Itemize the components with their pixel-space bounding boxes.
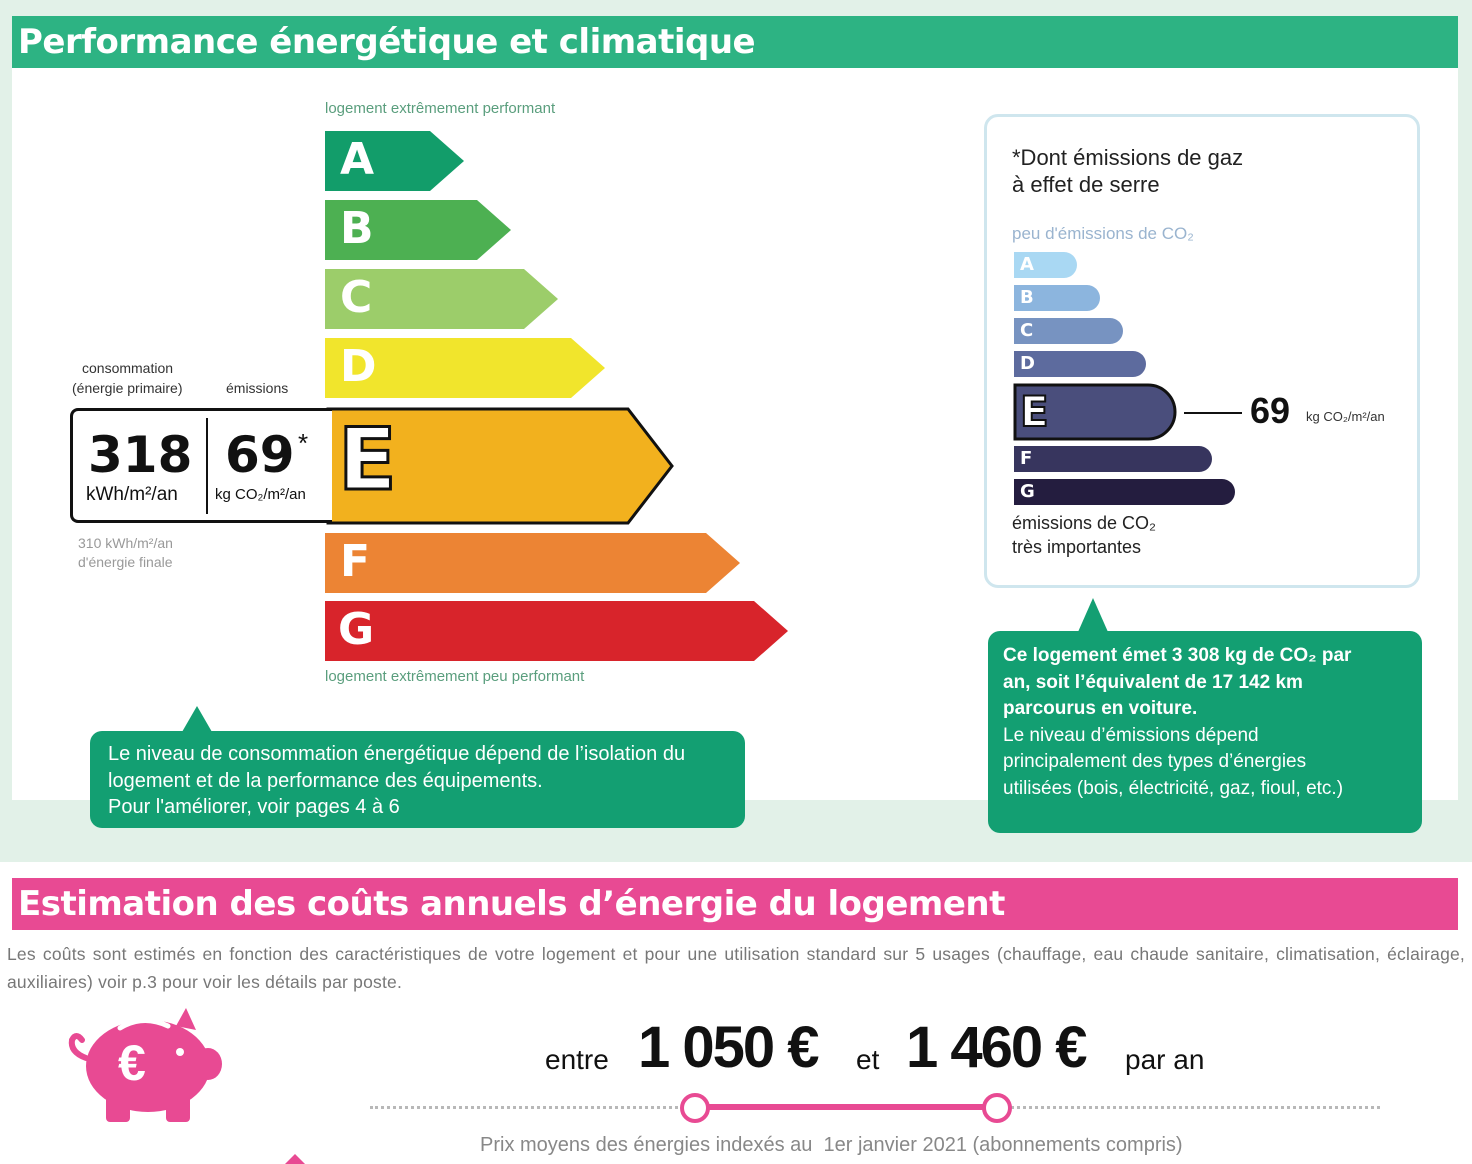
ghg-letter-E: E <box>1019 386 1050 437</box>
emissions-unit: kg CO₂/m²/an <box>215 486 306 503</box>
energy-arrow-C <box>325 269 558 329</box>
emissions-value: 69 <box>225 426 295 484</box>
ghg-info-bubble: Ce logement émet 3 308 kg de CO₂ par an,… <box>988 631 1422 833</box>
energy-arrow-B <box>325 200 511 260</box>
consumption-label-primary: (énergie primaire) <box>72 380 183 396</box>
energy-letter-B: B <box>340 203 374 254</box>
ghg-bottom-label-2: très importantes <box>1012 537 1142 557</box>
consumption-info-bubble: Le niveau de consommation énergétique dé… <box>90 731 745 828</box>
cost-word-et: et <box>856 1044 880 1075</box>
energy-scale <box>325 131 788 661</box>
ghg-letter-D: D <box>1020 353 1035 374</box>
energy-letter-D: D <box>340 341 377 392</box>
cost-word-entre: entre <box>545 1044 609 1075</box>
bubble-line: Pour l'améliorer, voir pages 4 à 6 <box>108 796 400 818</box>
final-energy-value: 310 kWh/m²/an <box>78 535 173 551</box>
cost-footnote: Prix moyens des énergies indexés au 1er … <box>480 1134 1183 1156</box>
ghg-value: 69 <box>1250 390 1291 431</box>
energy-letter-E: E <box>337 409 399 512</box>
energy-letter-A: A <box>340 134 375 185</box>
bubble-line: utilisées (bois, électricité, gaz, fioul… <box>1003 777 1344 799</box>
energy-arrow-F <box>325 533 740 593</box>
energy-arrow-G <box>325 601 788 661</box>
energy-letter-F: F <box>340 536 371 587</box>
ghg-letter-G: G <box>1020 481 1035 502</box>
ghg-bar-G <box>1014 479 1235 505</box>
emissions-star: * <box>298 428 309 458</box>
energy-scale-top-label: logement extrêmement performant <box>325 100 556 117</box>
energy-arrow-D <box>325 338 605 398</box>
emissions-label: émissions <box>226 380 289 396</box>
piggy-bank-icon <box>68 1008 222 1122</box>
ghg-top-label: peu d'émissions de CO₂ <box>1012 224 1194 243</box>
ghg-bottom-label-1: émissions de CO₂ <box>1012 513 1157 533</box>
consumption-label: consommation <box>82 360 174 376</box>
ghg-bar-C <box>1014 318 1123 344</box>
ghg-pointer-line <box>1184 412 1242 414</box>
dpe-value-box <box>70 408 332 523</box>
cost-high: 1 460 € <box>906 1015 1088 1080</box>
bubble-line: Le niveau de consommation énergétique dé… <box>108 743 686 765</box>
cost-range-bar <box>694 1104 996 1110</box>
ghg-letter-F: F <box>1020 448 1033 469</box>
ghg-bar-B <box>1014 285 1100 311</box>
ghg-scale <box>1013 252 1235 505</box>
cost-range-high-handle <box>982 1093 1012 1123</box>
bubble-line: Le niveau d’émissions dépend <box>1003 724 1259 746</box>
ghg-bar-A <box>1014 252 1077 278</box>
energy-arrow-A <box>325 131 464 191</box>
section2-title: Estimation des coûts annuels d’énergie d… <box>12 878 1458 930</box>
bubble-bold-line: parcourus en voiture. <box>1003 698 1198 719</box>
ghg-title-line2: à effet de serre <box>1012 172 1160 197</box>
energy-letter-G: G <box>338 604 375 655</box>
piggy-euro-symbol: € <box>118 1035 146 1091</box>
ghg-bar-D <box>1014 351 1146 377</box>
cost-range-low-handle <box>680 1093 710 1123</box>
final-energy-label: d'énergie finale <box>78 554 173 570</box>
bubble-line: principalement des types d’énergies <box>1003 751 1307 772</box>
ghg-bar-E <box>1013 383 1177 441</box>
bubble-pointer-right <box>1078 598 1108 632</box>
bubble-bold-line: an, soit l’équivalent de 17 142 km <box>1003 671 1303 693</box>
section1-title: Performance énergétique et climatique <box>12 16 1458 68</box>
cost-low: 1 050 € <box>638 1015 820 1080</box>
energy-letter-C: C <box>340 272 373 323</box>
bubble-pointer-left <box>182 706 212 732</box>
ghg-title-line1: *Dont émissions de gaz <box>1012 145 1244 170</box>
ghg-unit: kg CO₂/m²/an <box>1306 409 1385 424</box>
energy-scale-bottom-label: logement extrêmement peu performant <box>325 668 585 685</box>
dpe-value-divider <box>206 418 208 514</box>
consumption-unit: kWh/m²/an <box>86 484 178 505</box>
ghg-letter-C: C <box>1020 320 1034 341</box>
consumption-value: 318 <box>88 426 193 484</box>
corner-arrow-fragment <box>285 1154 305 1164</box>
ghg-letter-A: A <box>1020 254 1034 275</box>
section2-description: Les coûts sont estimés en fonction des c… <box>7 944 1465 992</box>
cost-per-year: par an <box>1125 1044 1205 1075</box>
bubble-line: logement et de la performance des équipe… <box>108 769 543 792</box>
ghg-letter-B: B <box>1020 287 1034 308</box>
ghg-bar-F <box>1014 446 1212 472</box>
bubble-bold-line: Ce logement émet 3 308 kg de CO₂ par <box>1003 645 1352 666</box>
